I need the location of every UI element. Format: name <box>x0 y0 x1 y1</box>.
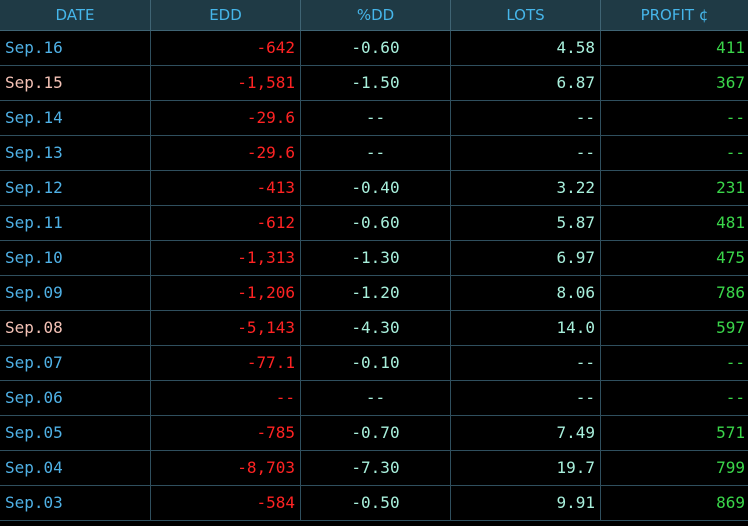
cell-dd: -- <box>301 381 451 415</box>
cell-lots: -- <box>451 136 601 170</box>
cell-profit: 799 <box>716 458 745 477</box>
cell-edd: -8,703 <box>151 451 301 485</box>
cell-edd: -642 <box>151 31 301 65</box>
cell-lots: 4.58 <box>451 31 601 65</box>
cell-date: Sep.14 <box>0 101 151 135</box>
cell-date: Sep.04 <box>0 451 151 485</box>
cell-lots: 14.0 <box>451 311 601 345</box>
cell-edd: -584 <box>151 486 301 520</box>
cell-date: Sep.07 <box>0 346 151 380</box>
cell-profit: 597 <box>716 318 745 337</box>
cell-edd: -29.6 <box>151 101 301 135</box>
cell-profit: -- <box>725 353 745 372</box>
column-header-profit[interactable]: PROFIT ¢ <box>640 6 709 24</box>
cell-edd: -29.6 <box>151 136 301 170</box>
table-row[interactable]: Sep.11 -612 -0.60 5.87 481 <box>0 206 748 241</box>
cell-date: Sep.12 <box>0 171 151 205</box>
table-row[interactable]: Sep.06 -- -- -- -- <box>0 381 748 416</box>
cell-profit: 869 <box>716 493 745 512</box>
cell-profit: -- <box>725 143 745 162</box>
column-header-date[interactable]: DATE <box>0 0 151 30</box>
cell-lots: 7.49 <box>451 416 601 450</box>
table-row[interactable]: Sep.04 -8,703 -7.30 19.7 799 <box>0 451 748 486</box>
cell-edd: -77.1 <box>151 346 301 380</box>
cell-dd: -0.60 <box>301 206 451 240</box>
cell-date: Sep.06 <box>0 381 151 415</box>
table-row[interactable]: Sep.10 -1,313 -1.30 6.97 475 <box>0 241 748 276</box>
cell-lots: 6.87 <box>451 66 601 100</box>
cell-dd: -1.30 <box>301 241 451 275</box>
cell-date: Sep.05 <box>0 416 151 450</box>
cell-edd: -413 <box>151 171 301 205</box>
cell-date: Sep.11 <box>0 206 151 240</box>
cell-dd: -0.60 <box>301 31 451 65</box>
cell-profit: -- <box>725 388 745 407</box>
table-row[interactable]: Sep.15 -1,581 -1.50 6.87 367 <box>0 66 748 101</box>
cell-edd: -- <box>151 381 301 415</box>
cell-date: Sep.15 <box>0 66 151 100</box>
cell-dd: -4.30 <box>301 311 451 345</box>
cell-lots: 8.06 <box>451 276 601 310</box>
table-row[interactable]: Sep.12 -413 -0.40 3.22 231 <box>0 171 748 206</box>
cell-profit: 571 <box>716 423 745 442</box>
cell-profit: 367 <box>716 73 745 92</box>
cell-lots: 9.91 <box>451 486 601 520</box>
table-header: DATE EDD %DD LOTS PROFIT ¢ <box>0 0 748 31</box>
cell-date: Sep.16 <box>0 31 151 65</box>
column-header-dd[interactable]: %DD <box>301 0 451 30</box>
table-row[interactable]: Sep.08 -5,143 -4.30 14.0 597 <box>0 311 748 346</box>
cell-lots: -- <box>451 381 601 415</box>
cell-profit: 231 <box>716 178 745 197</box>
cell-dd: -7.30 <box>301 451 451 485</box>
table-row[interactable]: Sep.14 -29.6 -- -- -- <box>0 101 748 136</box>
cell-profit: -- <box>725 108 745 127</box>
cell-dd: -- <box>301 101 451 135</box>
cell-edd: -785 <box>151 416 301 450</box>
cell-edd: -1,206 <box>151 276 301 310</box>
cell-date: Sep.10 <box>0 241 151 275</box>
cell-dd: -1.20 <box>301 276 451 310</box>
cell-edd: -5,143 <box>151 311 301 345</box>
cell-edd: -1,581 <box>151 66 301 100</box>
cell-dd: -- <box>301 136 451 170</box>
cell-lots: 19.7 <box>451 451 601 485</box>
cell-dd: -0.70 <box>301 416 451 450</box>
cell-edd: -612 <box>151 206 301 240</box>
cell-dd: -0.50 <box>301 486 451 520</box>
table-row[interactable]: Sep.03 -584 -0.50 9.91 869 <box>0 486 748 521</box>
cell-profit: 475 <box>716 248 745 267</box>
table-row[interactable]: Sep.16 -642 -0.60 4.58 411 <box>0 31 748 66</box>
cell-profit: 481 <box>716 213 745 232</box>
cell-profit: 786 <box>716 283 745 302</box>
column-header-lots[interactable]: LOTS <box>451 0 601 30</box>
cell-date: Sep.03 <box>0 486 151 520</box>
cell-date: Sep.09 <box>0 276 151 310</box>
cell-lots: -- <box>451 101 601 135</box>
column-header-edd[interactable]: EDD <box>151 0 301 30</box>
table-row[interactable]: Sep.05 -785 -0.70 7.49 571 <box>0 416 748 451</box>
cell-edd: -1,313 <box>151 241 301 275</box>
table-row[interactable]: Sep.13 -29.6 -- -- -- <box>0 136 748 171</box>
cell-lots: -- <box>451 346 601 380</box>
cell-date: Sep.08 <box>0 311 151 345</box>
cell-lots: 6.97 <box>451 241 601 275</box>
cell-date: Sep.13 <box>0 136 151 170</box>
cell-lots: 3.22 <box>451 171 601 205</box>
cell-dd: -0.10 <box>301 346 451 380</box>
table-row[interactable]: Sep.09 -1,206 -1.20 8.06 786 <box>0 276 748 311</box>
table-body: Sep.16 -642 -0.60 4.58 411 Sep.15 -1,581 -1.50 6… <box>0 31 748 521</box>
cell-lots: 5.87 <box>451 206 601 240</box>
cell-dd: -0.40 <box>301 171 451 205</box>
table-row[interactable]: Sep.07 -77.1 -0.10 -- -- <box>0 346 748 381</box>
cell-profit: 411 <box>716 38 745 57</box>
cell-dd: -1.50 <box>301 66 451 100</box>
